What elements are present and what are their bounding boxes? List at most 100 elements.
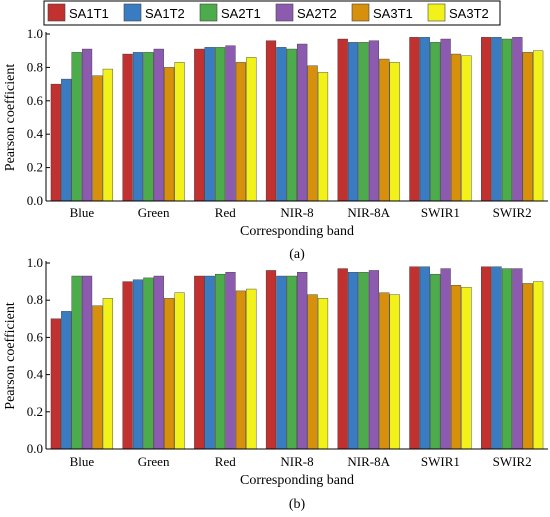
bar-sa1t1-blue <box>50 318 61 450</box>
legend-item: SA2T1 <box>199 3 261 22</box>
panel-caption: (b) <box>289 497 306 512</box>
x-tick-label: Red <box>215 205 236 220</box>
y-tick-label: 0.6 <box>27 329 44 344</box>
bar-sa3t2-nir-8a <box>389 62 400 202</box>
y-tick-label: 0.8 <box>27 59 43 74</box>
legend-box <box>43 0 501 26</box>
x-tick-label: NIR-8A <box>347 454 390 469</box>
bar-sa1t1-blue <box>50 83 61 202</box>
x-tick-label: Blue <box>70 454 95 469</box>
bar-sa3t1-swir1 <box>450 53 462 202</box>
y-tick-label: 0.2 <box>27 404 43 419</box>
legend: SA1T1 SA1T2 SA2T1 SA2T2 SA3T1 SA3T2 <box>43 0 501 26</box>
bar-sa3t1-red <box>235 290 246 450</box>
bar-sa2t2-blue <box>81 275 93 450</box>
bar-sa1t2-blue <box>61 78 72 202</box>
bar-sa3t1-red <box>235 62 246 202</box>
legend-swatch <box>47 3 66 22</box>
bar-sa1t1-swir2 <box>481 266 492 450</box>
bar-sa1t1-nir-8a <box>337 268 348 450</box>
legend-item: SA2T2 <box>275 3 337 22</box>
legend-label: SA2T1 <box>221 6 261 21</box>
bar-sa2t2-nir-8a <box>368 40 380 202</box>
bar-sa3t1-blue <box>92 75 103 202</box>
y-tick-label: 0.8 <box>27 292 43 307</box>
bar-sa1t1-swir2 <box>481 37 492 202</box>
legend-item: SA1T1 <box>47 3 109 22</box>
bar-sa3t2-swir1 <box>461 55 472 202</box>
bar-sa3t1-green <box>164 298 175 450</box>
x-tick-label: Red <box>215 454 236 469</box>
legend-swatch <box>123 3 142 22</box>
legend-swatch <box>199 3 218 22</box>
x-tick-label: NIR-8 <box>280 454 313 469</box>
bar-sa2t2-red <box>225 45 236 202</box>
x-tick-label: SWIR1 <box>421 205 460 220</box>
bar-sa2t2-nir-8a <box>368 270 380 450</box>
bar-sa2t2-swir1 <box>440 38 451 202</box>
legend-label: SA1T2 <box>145 6 185 21</box>
bar-sa1t2-nir-8a <box>348 42 359 202</box>
bar-sa3t2-green <box>174 292 185 450</box>
bar-sa1t2-nir-8 <box>276 275 287 450</box>
bar-sa2t1-blue <box>71 275 82 450</box>
bar-sa1t2-swir1 <box>419 266 430 450</box>
bar-sa1t1-green <box>122 53 133 202</box>
bar-sa3t1-nir-8a <box>379 58 390 202</box>
bar-sa2t2-nir-8 <box>297 43 308 202</box>
bar-sa3t1-swir1 <box>450 285 462 450</box>
legend-label: SA1T1 <box>69 6 109 21</box>
bar-sa2t2-swir2 <box>512 268 523 450</box>
bar-sa1t1-green <box>122 281 133 450</box>
chart-panel-a: 0.0 0.2 0.4 0.6 0.8 1.0 Blue Green Red NIR-8 NIR-8… <box>3 26 548 262</box>
bar-sa1t1-red <box>194 275 205 450</box>
bar-sa1t2-green <box>132 279 144 450</box>
bar-sa3t1-green <box>164 67 175 202</box>
bar-sa1t1-swir1 <box>409 266 420 450</box>
bar-sa2t1-swir1 <box>430 42 441 202</box>
bar-sa2t1-nir-8 <box>286 48 297 202</box>
bar-sa3t2-nir-8 <box>317 72 329 202</box>
legend-swatch <box>427 3 446 22</box>
y-axis-label: Pearson coefficient <box>3 302 18 410</box>
bar-sa2t2-blue <box>81 48 93 202</box>
bar-sa1t1-nir-8 <box>265 40 277 202</box>
x-axis-label: Corresponding band <box>240 224 354 239</box>
bar-sa3t2-swir1 <box>461 286 472 450</box>
y-axis-label: Pearson coefficient <box>3 64 18 172</box>
bar-sa3t1-blue <box>92 305 103 450</box>
bar-sa3t2-nir-8a <box>389 294 400 450</box>
bar-sa1t2-swir2 <box>491 37 502 202</box>
bar-sa3t2-red <box>246 57 257 202</box>
x-tick-label: Green <box>138 454 170 469</box>
y-tick-label: 0.2 <box>27 160 43 175</box>
legend-label: SA3T1 <box>373 6 413 21</box>
bar-sa3t2-blue <box>102 68 113 202</box>
bar-sa1t2-red <box>204 47 215 202</box>
legend-swatch <box>351 3 370 22</box>
y-tick-label: 1.0 <box>27 255 43 270</box>
bar-sa1t1-swir1 <box>409 37 420 202</box>
panel-caption: (a) <box>289 247 305 262</box>
y-tick-label: 0.4 <box>27 126 44 141</box>
legend-item: SA3T2 <box>427 3 489 22</box>
bar-sa3t2-green <box>174 62 185 202</box>
bar-sa3t2-nir-8 <box>317 298 329 450</box>
y-tick-label: 0.6 <box>27 93 44 108</box>
legend-swatch <box>275 3 294 22</box>
y-tick-label: 0.0 <box>27 193 43 208</box>
bar-sa2t1-swir2 <box>501 38 513 202</box>
bar-sa2t1-nir-8a <box>358 42 369 202</box>
bar-sa2t1-red <box>214 47 226 202</box>
bar-sa1t2-red <box>204 275 215 450</box>
x-axis-label: Corresponding band <box>240 473 354 488</box>
bar-sa2t2-green <box>153 275 164 450</box>
chart-panel-b: 0.0 0.2 0.4 0.6 0.8 1.0 Blue Green Red NIR-8 NIR-8… <box>3 255 548 512</box>
bar-sa1t1-nir-8 <box>265 270 277 450</box>
bar-sa2t1-green <box>143 277 154 450</box>
bar-sa1t2-swir1 <box>419 37 430 202</box>
bar-sa2t1-blue <box>71 52 82 202</box>
bar-sa3t1-nir-8 <box>307 294 318 450</box>
bar-sa1t2-nir-8 <box>276 47 287 202</box>
